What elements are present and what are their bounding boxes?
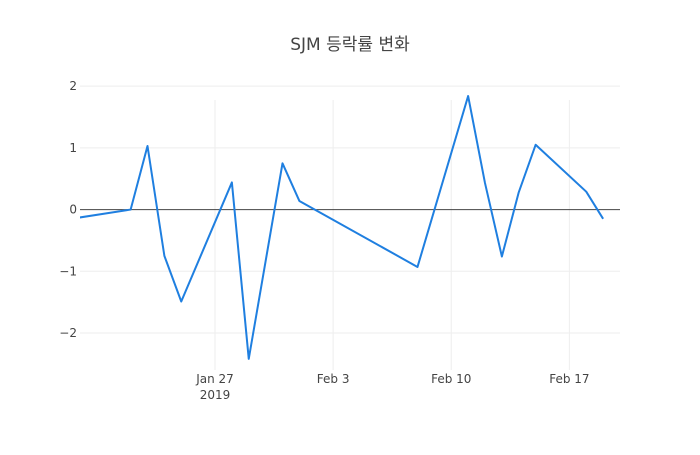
y-tick-label: −1 xyxy=(59,264,77,278)
y-tick-label: 2 xyxy=(69,79,77,93)
y-tick-label: 0 xyxy=(69,203,77,217)
x-tick-label: Feb 10 xyxy=(431,372,471,386)
x-tick-sublabel: 2019 xyxy=(200,388,231,402)
tick-layer: 2 1 0 −1 −2 Jan 27 2019 Feb 3 Feb 10 Feb 17 xyxy=(59,79,589,402)
x-tick-label: Jan 27 xyxy=(195,372,234,386)
x-tick-label: Feb 17 xyxy=(549,372,589,386)
x-tick-label: Feb 3 xyxy=(317,372,350,386)
chart-title: SJM 등락률 변화 xyxy=(290,35,410,55)
y-tick-label: −2 xyxy=(59,326,77,340)
y-tick-label: 1 xyxy=(69,141,77,155)
